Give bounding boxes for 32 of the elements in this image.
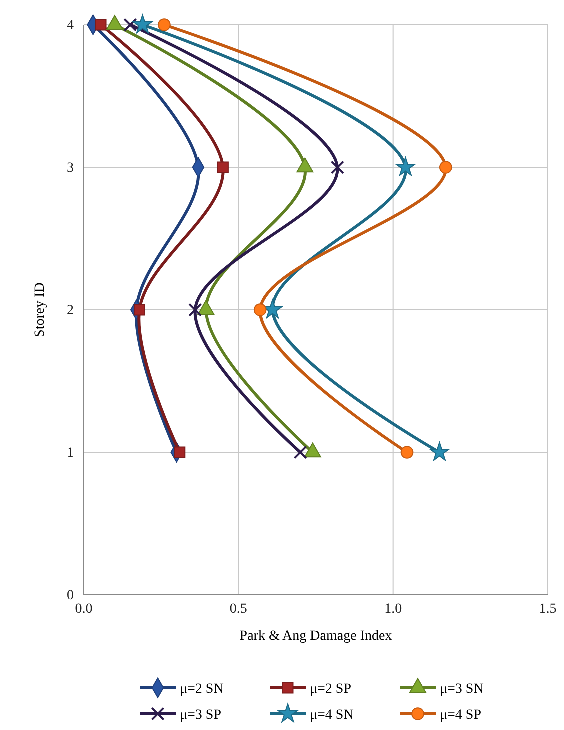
x-axis-title: Park & Ang Damage Index — [240, 629, 392, 644]
point — [174, 446, 186, 458]
legend-label: μ=4 SP — [440, 708, 482, 723]
legend-label: μ=3 SN — [440, 682, 484, 697]
x-tick-label: 1.5 — [539, 602, 557, 617]
legend-label: μ=2 SN — [180, 682, 224, 697]
point — [396, 157, 416, 176]
point — [294, 446, 308, 460]
point — [330, 160, 344, 174]
y-tick-label: 4 — [67, 18, 74, 34]
y-axis-title: Storey ID — [33, 282, 48, 338]
x-tick-label: 1.0 — [384, 602, 402, 617]
y-tick-label: 2 — [67, 303, 74, 318]
y-tick-label: 1 — [67, 446, 74, 461]
legend-label: μ=3 SP — [180, 708, 222, 723]
point — [400, 446, 414, 459]
y-tick-label: 3 — [67, 160, 74, 176]
point — [440, 161, 452, 174]
point — [188, 303, 202, 317]
point — [124, 18, 138, 32]
point — [254, 304, 267, 316]
point — [132, 14, 153, 34]
legend-label: μ=4 SN — [310, 708, 354, 723]
legend-label: μ=2 SP — [310, 682, 352, 697]
x-tick-label: 0.5 — [230, 602, 248, 617]
x-tick-label: 0.0 — [75, 602, 93, 617]
point — [430, 442, 450, 462]
y-tick-label: 0 — [67, 588, 74, 604]
point — [95, 19, 107, 31]
point — [217, 162, 229, 174]
point — [134, 304, 146, 316]
point — [158, 18, 171, 32]
